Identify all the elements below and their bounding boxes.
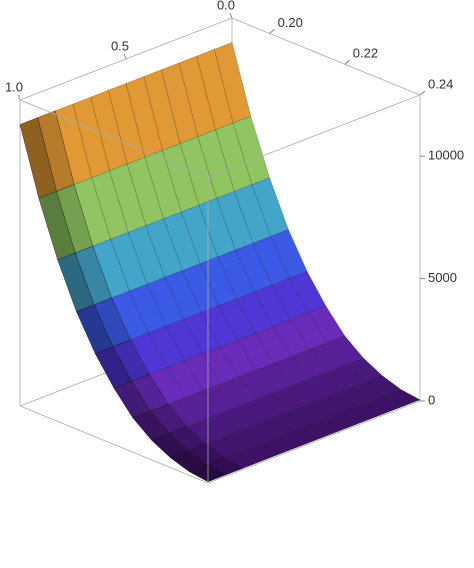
surface-strip — [113, 305, 346, 419]
surface-strip — [19, 42, 252, 199]
surface-strip — [94, 271, 327, 389]
y-tick-label: 0.0 — [217, 0, 235, 12]
x-tick-label: 0.22 — [353, 46, 378, 61]
z-tick-label: 5000 — [428, 270, 457, 285]
box-edge — [19, 405, 209, 484]
x-tick-label: 0.24 — [428, 76, 453, 91]
x-tick — [344, 59, 351, 65]
x-tick-label: 0.20 — [278, 15, 303, 30]
z-tick-label: 0 — [428, 392, 435, 407]
surface-strip — [38, 115, 270, 261]
x-tick — [269, 29, 275, 34]
y-tick — [123, 53, 127, 60]
box-edge — [207, 94, 421, 178]
surface-strip — [169, 375, 402, 472]
y-tick-label: 1.0 — [5, 79, 23, 94]
z-tick-label: 10000 — [428, 148, 464, 163]
surface-strip — [188, 389, 421, 483]
x-tick — [419, 90, 426, 96]
y-tick-label: 0.5 — [111, 38, 129, 53]
surface-strip — [151, 358, 383, 459]
surface-strip — [76, 229, 308, 354]
box-edge — [207, 400, 421, 484]
y-tick — [17, 94, 21, 101]
surface-strip — [57, 177, 289, 312]
y-tick — [229, 12, 233, 19]
box-edge — [231, 17, 421, 96]
box-edge — [19, 99, 209, 178]
